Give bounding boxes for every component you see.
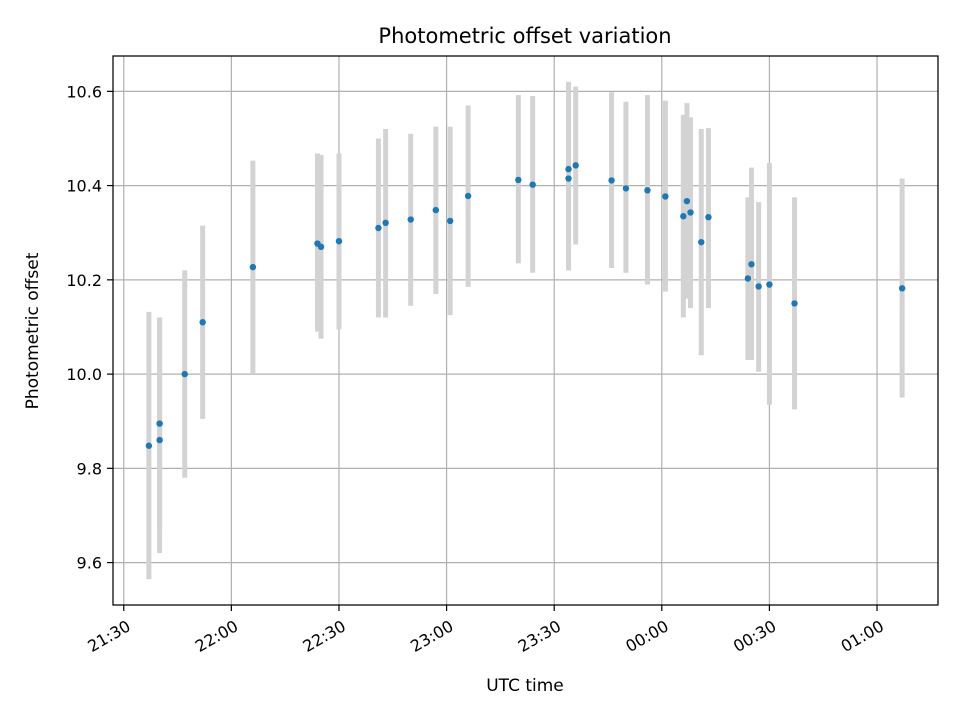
data-point bbox=[317, 243, 325, 251]
data-point bbox=[608, 177, 615, 184]
data-point bbox=[156, 436, 163, 444]
y-tick-label: 10.6 bbox=[66, 82, 102, 101]
data-point bbox=[145, 442, 153, 449]
data-point bbox=[680, 213, 687, 220]
data-point bbox=[744, 275, 752, 282]
data-point bbox=[249, 263, 257, 271]
data-point bbox=[898, 285, 906, 292]
plot-area-frame bbox=[112, 55, 939, 606]
data-point bbox=[748, 261, 755, 268]
y-tick-label: 9.6 bbox=[77, 554, 102, 573]
data-point bbox=[565, 165, 572, 173]
data-point bbox=[156, 420, 163, 427]
data-point bbox=[791, 300, 798, 307]
data-point bbox=[565, 175, 572, 182]
data-point bbox=[407, 216, 414, 223]
y-axis-label: Photometric offset bbox=[23, 252, 43, 409]
y-tick-label: 10.4 bbox=[66, 177, 102, 196]
y-tick-label: 10.0 bbox=[66, 365, 102, 384]
data-point bbox=[335, 237, 343, 245]
data-point bbox=[705, 213, 712, 221]
data-point bbox=[644, 187, 651, 194]
data-point bbox=[464, 192, 472, 200]
x-axis-label: UTC time bbox=[486, 676, 564, 696]
y-tick-label: 9.8 bbox=[77, 459, 102, 478]
data-point bbox=[515, 176, 522, 184]
data-point bbox=[755, 283, 762, 290]
chart-title: Photometric offset variation bbox=[378, 24, 671, 48]
data-point bbox=[687, 209, 694, 216]
data-point bbox=[199, 319, 206, 326]
data-point bbox=[446, 217, 454, 225]
data-point bbox=[382, 219, 389, 227]
data-point bbox=[766, 281, 773, 288]
data-point bbox=[529, 181, 536, 188]
data-point bbox=[181, 370, 188, 378]
data-point bbox=[572, 162, 579, 169]
y-axis-ticks: 9.6 9.8 10.0 10.2 10.4 10.6 bbox=[66, 82, 113, 573]
data-point bbox=[662, 193, 669, 200]
data-point bbox=[622, 185, 630, 192]
data-point bbox=[698, 238, 705, 246]
data-point bbox=[375, 224, 382, 232]
data-points bbox=[145, 162, 906, 449]
data-point bbox=[683, 197, 691, 205]
y-tick-label: 10.2 bbox=[66, 271, 102, 290]
data-point bbox=[432, 206, 440, 214]
